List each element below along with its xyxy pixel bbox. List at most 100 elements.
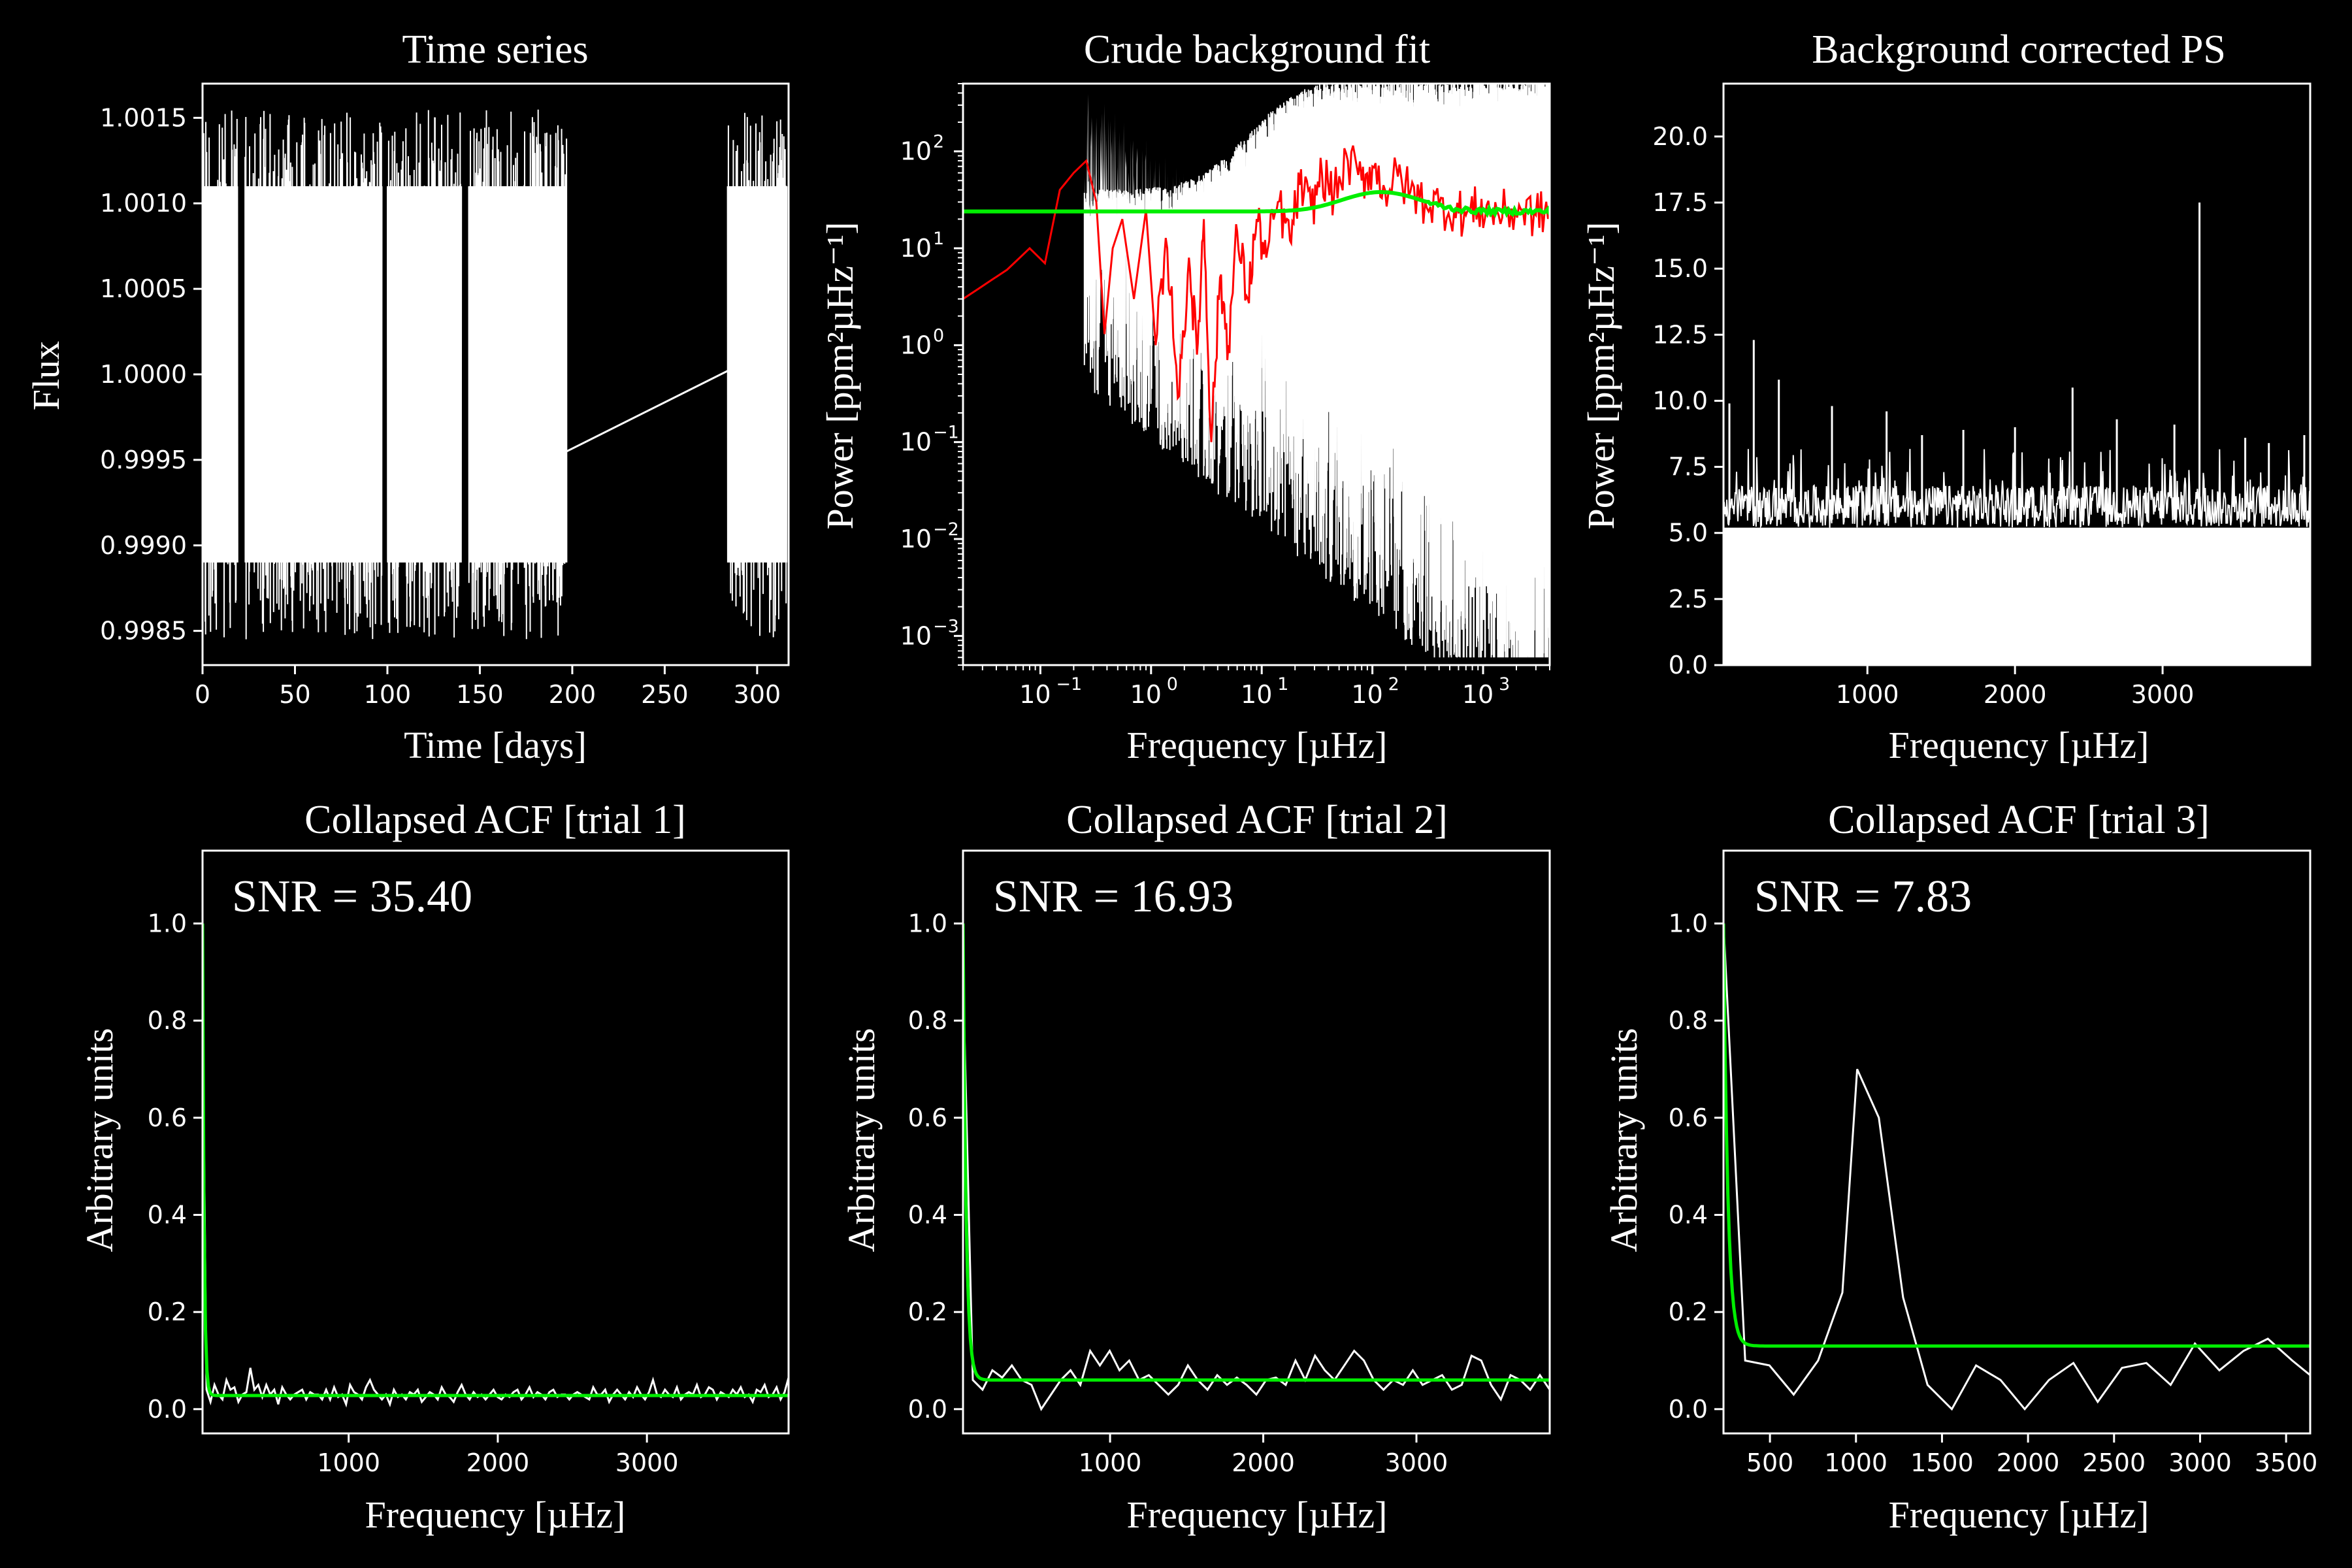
acf-trial-3-ytick-label: 0.2 — [1669, 1298, 1708, 1326]
background-fit-ytick-label: 10 — [900, 428, 932, 457]
time-series-xtick-label: 0 — [195, 680, 210, 709]
background-fit-xtick-exponent: 0 — [1167, 674, 1178, 694]
background-fit-ytick-label: 10 — [900, 525, 932, 553]
acf-trial-2-snr-annotation: SNR = 16.93 — [993, 872, 1233, 922]
background-corrected-ytick-label: 5.0 — [1669, 519, 1708, 547]
time-series-title: Time series — [402, 27, 588, 72]
time-series-xtick-label: 150 — [456, 680, 504, 709]
background-fit-ytick-label: 10 — [900, 331, 932, 359]
time-series-ytick-label: 0.9990 — [100, 531, 187, 560]
acf-trial-3-xlabel: Frequency [µHz] — [1889, 1494, 2149, 1536]
background-fit-line — [963, 190, 1550, 218]
acf-trial-2-xtick-label: 2000 — [1232, 1448, 1295, 1477]
acf-trial-1-ytick-label: 0.8 — [148, 1006, 187, 1035]
background-corrected-ytick-label: 2.5 — [1669, 585, 1708, 613]
acf-trial-2-ylabel: Arbitrary units — [840, 1028, 883, 1252]
acf-trial-2-title: Collapsed ACF [trial 2] — [1066, 798, 1448, 842]
time-series-data-clip — [203, 109, 788, 640]
acf-trial-3-xtick-label: 1500 — [1910, 1448, 1974, 1477]
acf-trial-2-ytick-label: 0.2 — [908, 1298, 947, 1326]
background-fit-ytick-exponent: 2 — [933, 132, 944, 152]
background-corrected-xlabel: Frequency [µHz] — [1889, 724, 2149, 766]
background-corrected-spectrum-line — [1723, 449, 2310, 529]
time-series-plot — [201, 82, 790, 666]
acf-trial-2-ytick-label: 0.4 — [908, 1201, 947, 1230]
background-fit-ticks: 10 −1 10 0 10 1 10 2 10 310 −310 −210 −110 010 110 2 — [900, 83, 1550, 709]
panel-background-fit: Crude background fit Frequency [µHz] Pow… — [819, 27, 1551, 766]
acf-trial-2-fit-line — [963, 923, 1550, 1382]
acf-trial-3-snr-annotation: SNR = 7.83 — [1754, 872, 1972, 922]
background-fit-ylabel: Power [ppm²µHz⁻¹] — [819, 222, 861, 530]
acf-trial-1-fit-line — [203, 923, 789, 1397]
background-corrected-ylabel: Power [ppm²µHz⁻¹] — [1580, 222, 1622, 530]
acf-trial-3-data-clip — [1723, 923, 2310, 1411]
background-corrected-ytick-label: 15.0 — [1652, 254, 1708, 283]
panel-background-corrected: Background corrected PS Frequency [µHz] … — [1580, 27, 2311, 766]
time-series-xtick-label: 250 — [641, 680, 689, 709]
acf-trial-3-ylabel: Arbitrary units — [1603, 1028, 1645, 1252]
acf-trial-1-ytick-label: 1.0 — [148, 909, 187, 938]
acf-trial-1-ytick-label: 0.0 — [148, 1395, 187, 1424]
acf-trial-3-ytick-label: 0.8 — [1669, 1006, 1708, 1035]
background-corrected-data-clip — [1723, 203, 2310, 665]
time-series-ytick-label: 1.0015 — [100, 103, 187, 132]
acf-trial-2-xtick-label: 3000 — [1385, 1448, 1448, 1477]
acf-trial-2-xlabel: Frequency [µHz] — [1127, 1494, 1388, 1536]
acf-trial-1-ytick-label: 0.6 — [148, 1103, 187, 1132]
time-series-xlabel: Time [days] — [404, 724, 587, 766]
acf-trial-1-data-clip — [203, 923, 789, 1408]
background-fit-ytick-exponent: 1 — [933, 229, 944, 249]
background-fit-xtick-label: 10 — [1130, 680, 1162, 709]
background-fit-ytick-exponent: −1 — [933, 423, 959, 443]
acf-trial-3-xtick-label: 2500 — [2082, 1448, 2146, 1477]
acf-trial-1-xtick-label: 1000 — [317, 1448, 380, 1477]
background-fit-ytick-exponent: −2 — [933, 519, 959, 540]
acf-trial-3-xtick-label: 500 — [1746, 1448, 1794, 1477]
acf-trial-3-acf-line — [1723, 923, 2310, 1411]
time-series-xtick-label: 50 — [279, 680, 310, 709]
time-series-ytick-label: 1.0005 — [100, 274, 187, 303]
background-fit-ytick-label: 10 — [900, 234, 932, 263]
acf-trial-1-ticks: 1000 2000 3000 0.0 0.2 0.4 0.6 0.8 1.0 — [148, 909, 679, 1478]
background-fit-ytick-exponent: 0 — [933, 325, 944, 346]
acf-trial-1-snr-annotation: SNR = 35.40 — [232, 872, 472, 922]
time-series-ytick-label: 1.0000 — [100, 360, 187, 389]
acf-trial-3-axes-frame — [1722, 849, 2311, 1435]
background-fit-xtick-exponent: 2 — [1388, 674, 1399, 694]
panel-acf-trial-3: Collapsed ACF [trial 3] Frequency [µHz] … — [1603, 798, 2317, 1536]
acf-trial-2-ticks: 1000 2000 3000 0.0 0.2 0.4 0.6 0.8 1.0 — [908, 909, 1448, 1478]
panel-acf-trial-1: Collapsed ACF [trial 1] Frequency [µHz] … — [78, 798, 790, 1536]
acf-trial-3-xtick-label: 3000 — [2168, 1448, 2232, 1477]
background-corrected-xtick-label: 3000 — [2131, 680, 2195, 709]
acf-trial-1-axes-frame — [201, 849, 790, 1435]
acf-trial-3-xtick-label: 2000 — [1997, 1448, 2060, 1477]
background-fit-xtick-label: 10 — [1351, 680, 1382, 709]
background-fit-xtick-label: 10 — [1019, 680, 1051, 709]
time-series-ytick-label: 1.0010 — [100, 189, 187, 218]
background-corrected-ytick-label: 12.5 — [1652, 320, 1708, 349]
time-series-ytick-label: 0.9985 — [100, 617, 187, 645]
background-fit-data-clip — [963, 84, 1550, 658]
background-corrected-xtick-label: 2000 — [1984, 680, 2047, 709]
acf-trial-1-xtick-label: 3000 — [615, 1448, 679, 1477]
acf-trial-2-ytick-label: 0.6 — [908, 1103, 947, 1132]
acf-trial-2-plot — [962, 849, 1551, 1435]
background-fit-xtick-exponent: −1 — [1056, 674, 1082, 694]
acf-trial-2-xtick-label: 1000 — [1079, 1448, 1142, 1477]
time-series-ticks: 0 50 100 150 200 250 300 0.9985 0.9990 0.9995 1.00… — [100, 103, 781, 709]
time-series-segment-band — [387, 186, 462, 563]
background-fit-xtick-exponent: 3 — [1499, 674, 1510, 694]
acf-trial-3-xtick-label: 3500 — [2255, 1448, 2318, 1477]
time-series-gap-line — [566, 370, 728, 453]
acf-trial-1-ytick-label: 0.2 — [148, 1298, 187, 1326]
acf-trial-1-xtick-label: 2000 — [466, 1448, 530, 1477]
background-corrected-title: Background corrected PS — [1812, 27, 2226, 72]
acf-trial-2-data-clip — [963, 923, 1550, 1411]
acf-trial-1-plot — [201, 849, 790, 1435]
background-corrected-ytick-label: 20.0 — [1652, 122, 1708, 151]
background-fit-ytick-exponent: −3 — [933, 616, 959, 636]
background-fit-ytick-label: 10 — [900, 621, 932, 650]
background-fit-xtick-label: 10 — [1241, 680, 1272, 709]
acf-trial-2-ytick-label: 1.0 — [908, 909, 947, 938]
